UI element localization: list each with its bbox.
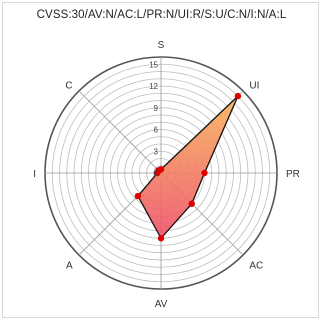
axis-label-pr: PR (286, 169, 300, 180)
axis-label-s: S (158, 40, 165, 51)
data-point-a (134, 192, 142, 200)
axis-label-ui: UI (249, 81, 259, 92)
data-point-av (157, 235, 165, 242)
data-point-ui (234, 92, 242, 100)
r-tick-label: 12 (149, 82, 158, 91)
r-tick-label: 9 (154, 104, 159, 113)
axis-label-c: C (65, 81, 72, 92)
r-tick-label: 6 (154, 126, 159, 135)
axis-spoke-c (78, 90, 162, 174)
r-tick-label: 0 (154, 169, 159, 178)
data-point-ac (188, 200, 195, 207)
data-point-pr (201, 169, 208, 177)
radar-labels: 0 3 6 9 12 15S UI PR AC AV A I C (33, 40, 300, 310)
axis-label-ac: AC (249, 260, 263, 271)
radar-data (134, 92, 242, 242)
axis-label-av: AV (155, 299, 168, 310)
chart-title: CVSS:30/AV:N/AC:L/PR:N/UI:R/S:U/C:N/I:N/… (36, 9, 287, 21)
data-area (137, 95, 239, 239)
axis-label-a: A (66, 260, 73, 271)
r-tick-label: 15 (149, 60, 158, 69)
r-tick-label: 3 (154, 147, 159, 156)
axis-label-i: I (33, 169, 36, 180)
chart-frame (2, 2, 319, 318)
data-point-c (155, 167, 162, 174)
